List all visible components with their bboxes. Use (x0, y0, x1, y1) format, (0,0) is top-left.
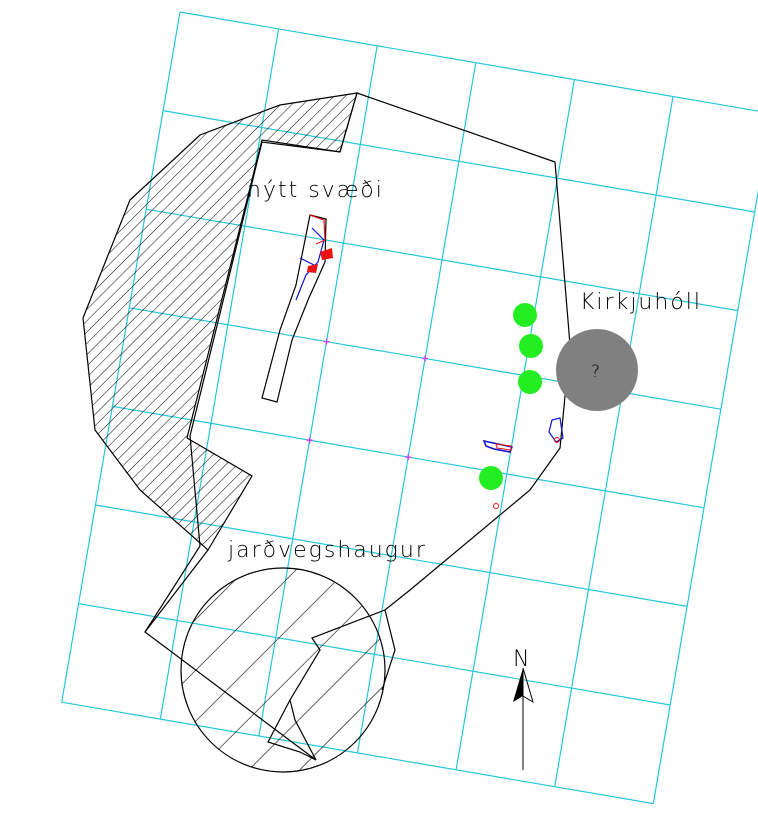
grid-marker (323, 338, 330, 345)
grid-line-col (554, 96, 674, 787)
trees (479, 303, 543, 490)
red-find (320, 248, 333, 260)
red-feature (495, 443, 512, 451)
church-hill (556, 329, 638, 411)
tree-icon (518, 370, 542, 394)
small-red-mark-east (554, 437, 560, 443)
north-arrow-head (513, 668, 523, 702)
north-arrow: N (513, 647, 534, 770)
heap-inner-line (267, 699, 317, 761)
grid-markers (306, 338, 429, 461)
tree-icon (519, 334, 543, 358)
grid-marker (422, 355, 429, 362)
grid-marker (306, 437, 313, 444)
grid-marker (405, 454, 412, 461)
unknown-mark: ? (591, 362, 600, 382)
tree-icon (479, 466, 503, 490)
inner-boundary (144, 549, 396, 691)
hatched-zone (82, 92, 358, 551)
trench-blue-contour (295, 227, 325, 301)
church-hill-label: Kirkjuhóll (580, 290, 702, 315)
blue-feature (482, 439, 514, 453)
trench-red-contour (309, 214, 326, 245)
tree-icon (513, 303, 537, 327)
grid-line-col (652, 189, 758, 804)
trench (261, 214, 327, 403)
grid-line-col (455, 79, 575, 770)
red-find-2 (307, 264, 318, 273)
soil-heap (180, 567, 386, 773)
soil-heap-label: jarðvegshaugur (227, 538, 427, 563)
new-area-label: nýtt svæði (247, 178, 384, 203)
north-label: N (513, 647, 529, 672)
small-red-mark (493, 503, 499, 509)
